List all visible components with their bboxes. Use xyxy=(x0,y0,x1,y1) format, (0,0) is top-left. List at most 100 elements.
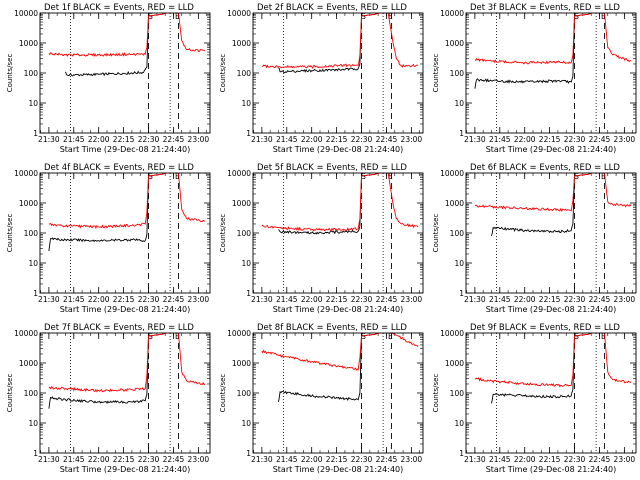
x-tick-label: 23:00 xyxy=(614,455,636,464)
x-tick-label: 22:30 xyxy=(564,455,586,464)
x-tick-label: 22:15 xyxy=(326,295,348,304)
x-tick-label: 22:15 xyxy=(113,295,135,304)
y-axis-label: Counts/sec xyxy=(6,54,14,93)
x-tick-label: 22:30 xyxy=(564,135,586,144)
y-tick-label: 10000 xyxy=(14,169,38,178)
x-tick-label: 22:00 xyxy=(88,135,110,144)
x-tick-label: 23:00 xyxy=(401,295,423,304)
y-tick-label: 1 xyxy=(33,449,38,458)
y-tick-label: 10000 xyxy=(227,9,251,18)
x-tick-label: 22:00 xyxy=(514,135,536,144)
x-tick-label: 21:45 xyxy=(489,135,511,144)
event-marker-label: S xyxy=(361,172,366,181)
x-tick-label: 21:45 xyxy=(63,455,85,464)
panel-title: Det 6f BLACK = Events, RED = LLD xyxy=(470,163,620,173)
x-tick-label: 22:45 xyxy=(163,135,185,144)
x-tick-label: 23:00 xyxy=(614,135,636,144)
x-axis-label: Start Time (29-Dec-08 21:24:40) xyxy=(60,305,191,314)
x-tick-label: 21:30 xyxy=(464,295,486,304)
x-tick-label: 22:45 xyxy=(376,295,398,304)
panel-title: Det 9f BLACK = Events, RED = LLD xyxy=(470,323,620,333)
x-tick-label: 21:30 xyxy=(464,135,486,144)
y-axis-label: Counts/sec xyxy=(432,214,440,253)
detector-panel: Det 2f BLACK = Events, RED = LLD Counts/s… xyxy=(219,3,424,154)
y-tick-label: 1 xyxy=(33,129,38,138)
y-tick-label: 10000 xyxy=(227,169,251,178)
y-tick-label: 1 xyxy=(459,129,464,138)
y-tick-label: 100 xyxy=(24,389,39,398)
y-axis-label: Counts/sec xyxy=(219,374,227,413)
x-tick-label: 23:00 xyxy=(188,455,210,464)
x-tick-label: 22:15 xyxy=(539,295,561,304)
x-axis-label: Start Time (29-Dec-08 21:24:40) xyxy=(486,465,617,474)
y-tick-label: 1 xyxy=(246,129,251,138)
x-tick-label: 21:30 xyxy=(251,455,273,464)
event-marker-label: E xyxy=(388,172,393,181)
plot-frame xyxy=(252,172,424,294)
y-tick-label: 10 xyxy=(454,259,464,268)
y-tick-label: 10000 xyxy=(440,329,464,338)
plot-frame xyxy=(252,12,424,134)
lld-series-line xyxy=(474,333,632,388)
x-tick-label: 21:30 xyxy=(251,295,273,304)
events-series-line xyxy=(48,173,166,252)
x-tick-label: 22:45 xyxy=(589,455,611,464)
y-tick-label: 10 xyxy=(241,419,251,428)
y-tick-label: 10 xyxy=(241,99,251,108)
event-marker-label: S xyxy=(574,172,579,181)
x-tick-label: 22:15 xyxy=(539,455,561,464)
x-axis-label: Start Time (29-Dec-08 21:24:40) xyxy=(486,145,617,154)
x-axis-label: Start Time (29-Dec-08 21:24:40) xyxy=(60,145,191,154)
y-tick-label: 1000 xyxy=(445,359,464,368)
x-tick-label: 22:00 xyxy=(301,455,323,464)
event-marker-label: E xyxy=(175,332,180,341)
y-axis-label: Counts/sec xyxy=(6,374,14,413)
x-tick-label: 21:45 xyxy=(276,135,298,144)
y-tick-label: 100 xyxy=(450,69,465,78)
x-tick-label: 21:30 xyxy=(251,135,273,144)
detector-panel: Det 8f BLACK = Events, RED = LLD Counts/s… xyxy=(219,323,424,474)
x-axis-label: Start Time (29-Dec-08 21:24:40) xyxy=(273,305,404,314)
detector-panel: Det 6f BLACK = Events, RED = LLD Counts/s… xyxy=(432,163,637,314)
events-series-line xyxy=(278,13,379,74)
panel-title: Det 5f BLACK = Events, RED = LLD xyxy=(257,163,407,173)
y-axis-label: Counts/sec xyxy=(432,374,440,413)
event-marker-label: E xyxy=(388,332,393,341)
y-tick-label: 1000 xyxy=(19,199,38,208)
event-marker-label: S xyxy=(574,332,579,341)
plot-frame xyxy=(39,172,211,294)
panel-title: Det 4f BLACK = Events, RED = LLD xyxy=(44,163,194,173)
detector-panel: Det 1f BLACK = Events, RED = LLD Counts/s… xyxy=(6,3,211,154)
x-tick-label: 22:45 xyxy=(376,455,398,464)
y-axis-label: Counts/sec xyxy=(219,214,227,253)
y-tick-label: 10 xyxy=(454,419,464,428)
y-tick-label: 10 xyxy=(28,259,38,268)
x-tick-label: 21:30 xyxy=(38,455,60,464)
event-marker-label: E xyxy=(601,12,606,21)
plot-frame xyxy=(39,332,211,454)
detector-panel: Det 4f BLACK = Events, RED = LLD Counts/s… xyxy=(6,163,211,314)
x-tick-label: 21:30 xyxy=(38,135,60,144)
events-series-line xyxy=(491,173,592,237)
event-marker-label: E xyxy=(601,172,606,181)
x-tick-label: 22:30 xyxy=(138,135,160,144)
y-tick-label: 1000 xyxy=(232,359,251,368)
lld-series-line xyxy=(261,173,419,232)
x-tick-label: 22:15 xyxy=(113,455,135,464)
y-tick-label: 10 xyxy=(28,99,38,108)
y-tick-label: 1 xyxy=(33,289,38,298)
x-tick-label: 23:00 xyxy=(401,455,423,464)
x-tick-label: 22:30 xyxy=(351,295,373,304)
panel-title: Det 2f BLACK = Events, RED = LLD xyxy=(257,3,407,13)
y-tick-label: 10000 xyxy=(440,9,464,18)
x-tick-label: 21:30 xyxy=(464,455,486,464)
lld-series-line xyxy=(48,13,206,58)
x-tick-label: 22:30 xyxy=(138,455,160,464)
x-tick-label: 22:15 xyxy=(113,135,135,144)
x-tick-label: 22:45 xyxy=(589,295,611,304)
y-tick-label: 1000 xyxy=(232,39,251,48)
y-tick-label: 1 xyxy=(246,449,251,458)
x-tick-label: 22:15 xyxy=(326,455,348,464)
detector-panel: Det 7f BLACK = Events, RED = LLD Counts/s… xyxy=(6,323,211,474)
